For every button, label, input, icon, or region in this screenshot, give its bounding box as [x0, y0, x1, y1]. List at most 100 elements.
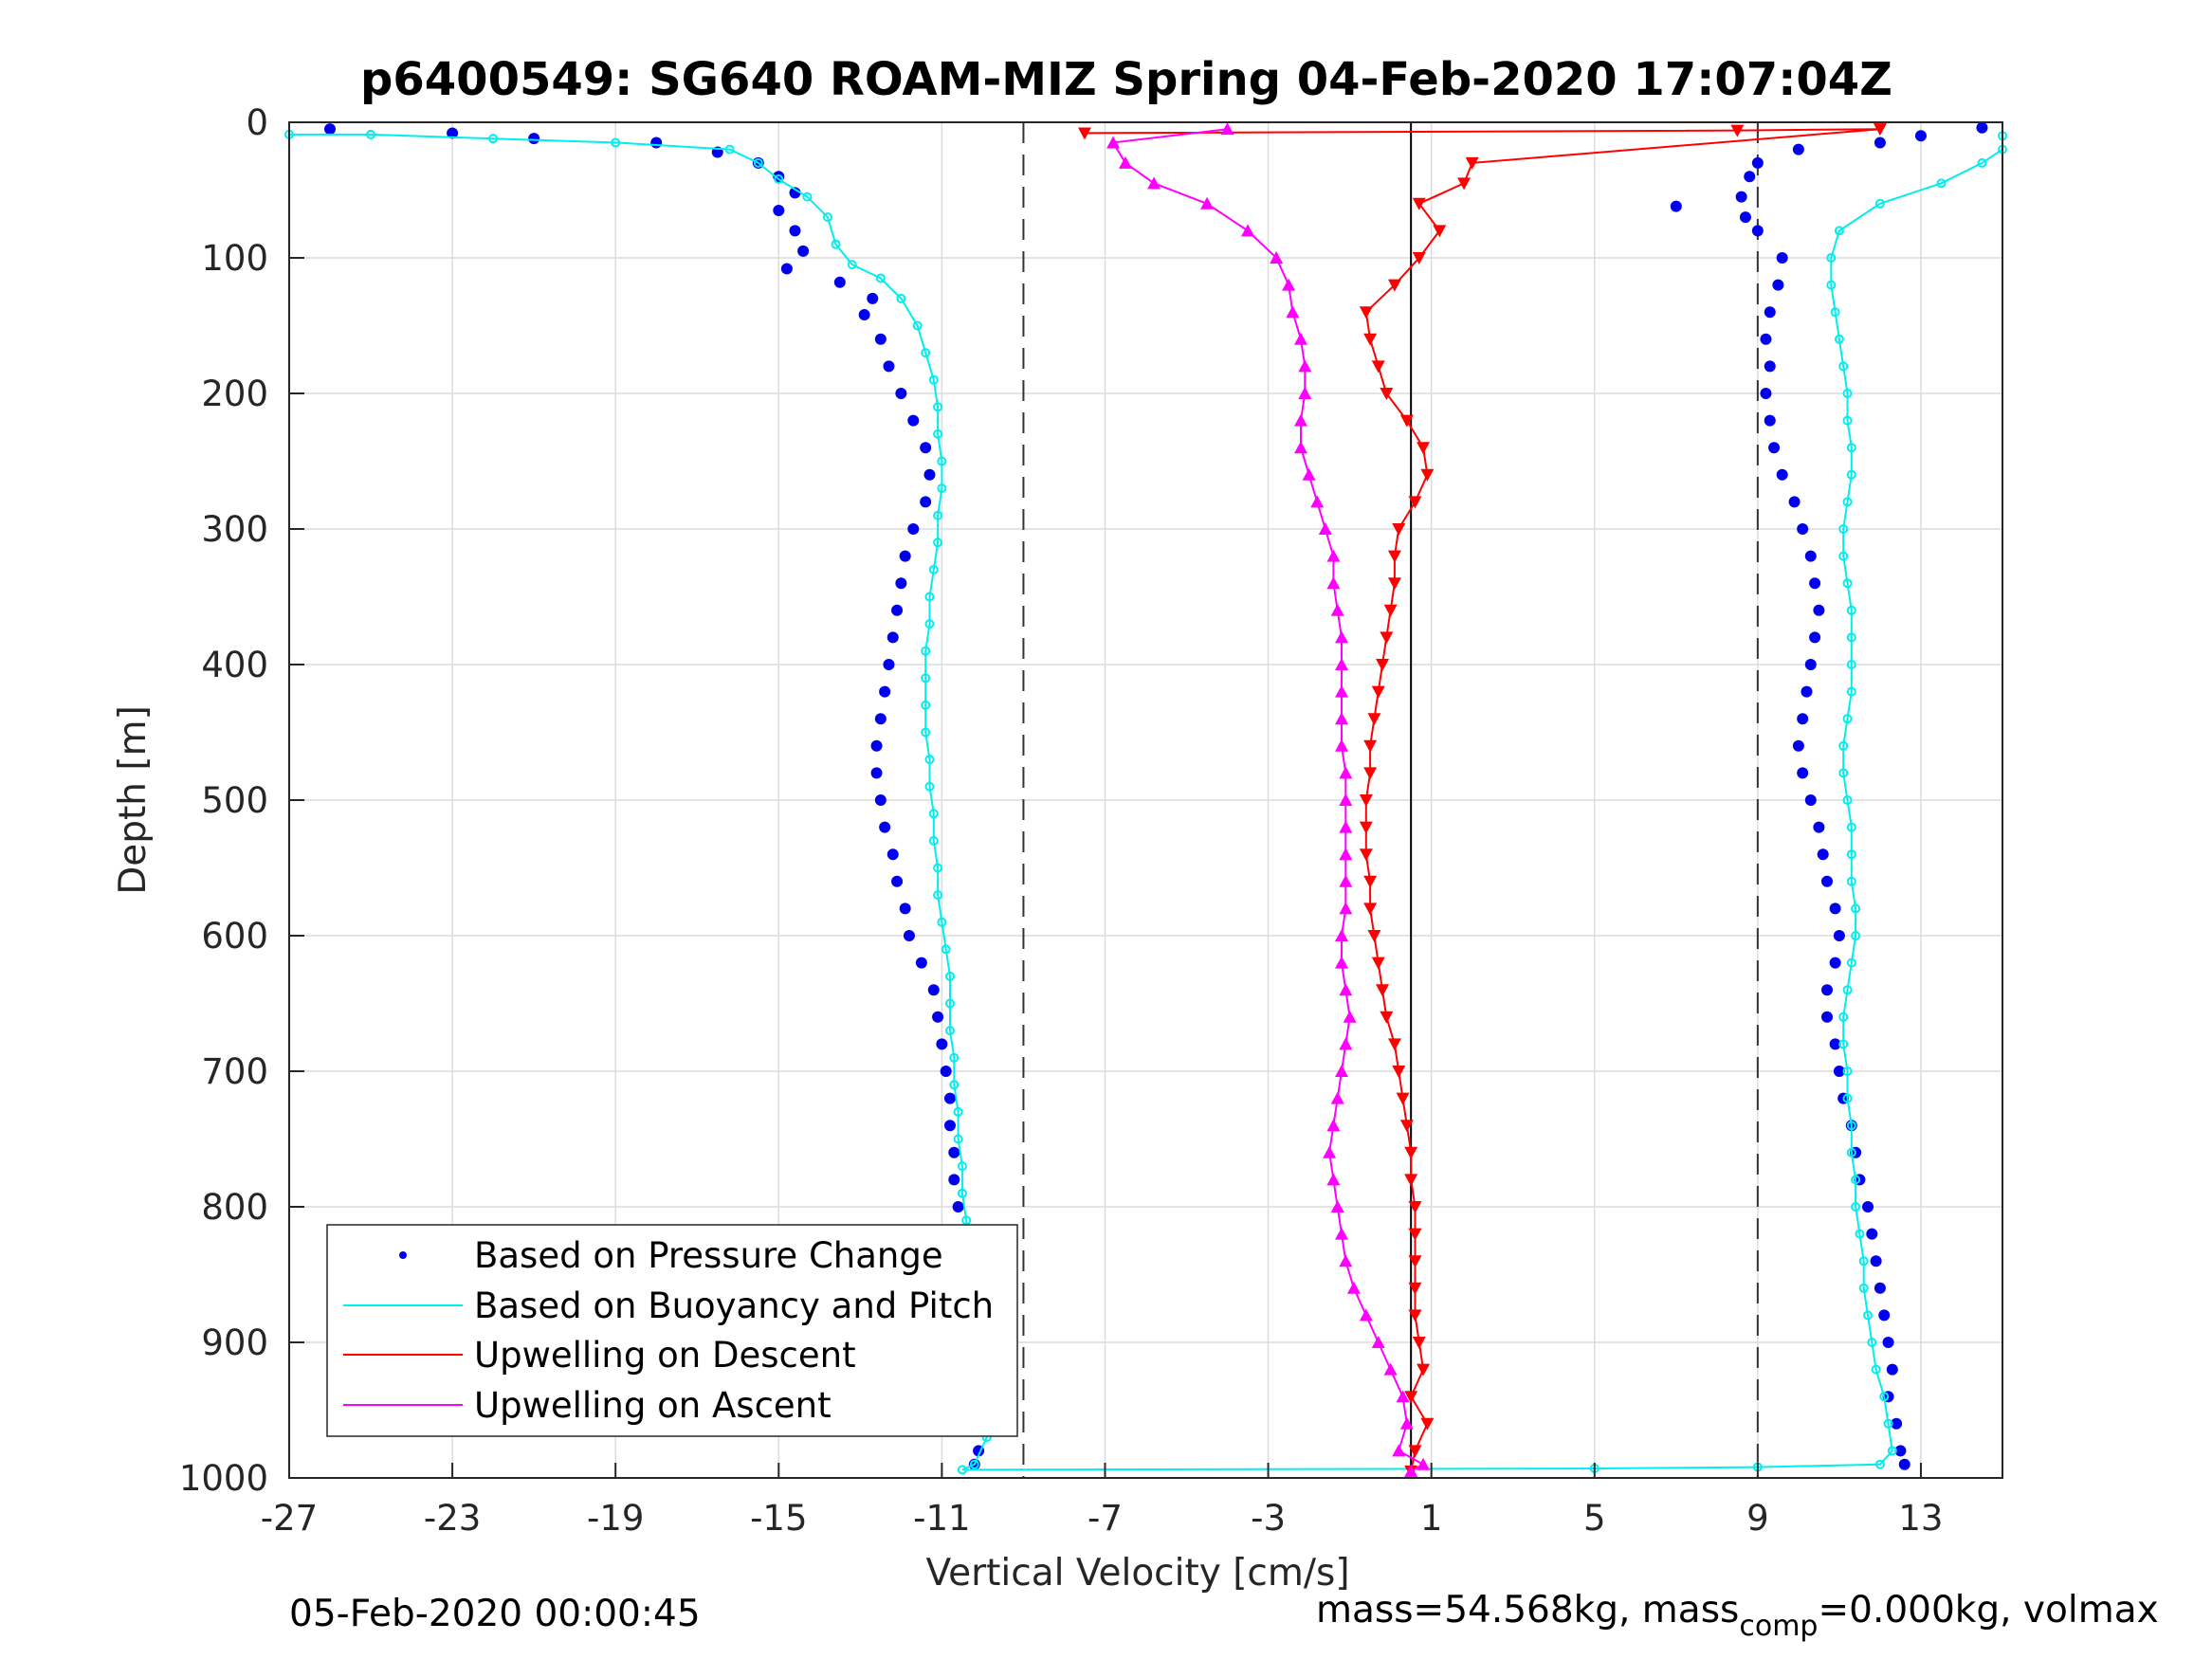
data-point — [928, 835, 939, 846]
data-point — [780, 263, 793, 275]
x-tick-label: -11 — [913, 1498, 970, 1539]
data-point — [1792, 739, 1804, 752]
data-point — [936, 1038, 948, 1050]
data-marker — [1335, 684, 1349, 698]
data-point — [948, 1174, 960, 1186]
data-point — [1838, 1012, 1849, 1022]
data-point — [1846, 443, 1856, 453]
data-point — [937, 917, 947, 927]
data-point — [1866, 1228, 1878, 1240]
data-marker — [1282, 278, 1296, 291]
data-marker — [1343, 1010, 1357, 1023]
data-point — [1776, 468, 1788, 481]
data-marker — [1399, 1416, 1414, 1430]
data-point — [887, 848, 899, 861]
data-point — [948, 1146, 960, 1158]
data-marker — [1298, 387, 1312, 399]
data-marker — [1417, 1363, 1431, 1376]
data-point — [1874, 1459, 1885, 1469]
data-point — [1846, 1147, 1856, 1158]
data-point — [802, 191, 813, 202]
data-marker — [1330, 603, 1344, 616]
data-point — [1882, 1337, 1894, 1348]
data-point — [1797, 523, 1809, 535]
data-point — [1887, 1446, 1897, 1456]
data-point — [928, 809, 939, 819]
data-point — [1804, 550, 1817, 562]
data-point — [1842, 415, 1853, 426]
data-point — [1870, 1255, 1882, 1267]
y-axis-label: Depth [m] — [112, 705, 155, 895]
legend-entry-buoyancy: Based on Buoyancy and Pitch — [474, 1285, 994, 1326]
data-point — [1838, 1039, 1849, 1049]
data-point — [1867, 1338, 1877, 1347]
data-marker — [1339, 874, 1353, 887]
data-marker — [1200, 196, 1215, 210]
data-point — [949, 1080, 960, 1090]
data-point — [1838, 768, 1849, 778]
data-point — [891, 604, 904, 616]
data-marker — [1873, 123, 1887, 137]
data-marker — [1339, 983, 1353, 996]
data-marker — [1371, 360, 1385, 374]
data-point — [1809, 577, 1821, 590]
data-marker — [1408, 1201, 1422, 1213]
data-marker — [1399, 1120, 1414, 1133]
data-marker — [1396, 1390, 1410, 1403]
x-tick-label: 1 — [1420, 1498, 1443, 1539]
data-point — [944, 998, 955, 1009]
data-point — [1886, 1363, 1898, 1376]
x-tick-label: -7 — [1088, 1498, 1123, 1539]
data-point — [1863, 1310, 1874, 1321]
data-point — [1804, 659, 1817, 670]
data-marker — [1339, 1254, 1353, 1267]
data-marker — [1302, 467, 1316, 481]
data-point — [944, 971, 955, 981]
data-marker — [1118, 155, 1132, 169]
y-tick-label: 500 — [201, 780, 268, 821]
data-point — [907, 523, 920, 535]
data-marker — [1465, 156, 1479, 170]
data-point — [1851, 1175, 1861, 1185]
data-point — [1820, 875, 1833, 887]
data-point — [1851, 1202, 1861, 1212]
data-point — [789, 187, 801, 199]
data-marker — [1318, 522, 1332, 535]
data-point — [899, 902, 911, 915]
data-marker — [1363, 333, 1378, 346]
data-point — [1855, 1229, 1865, 1239]
data-marker — [1387, 550, 1401, 563]
data-marker — [1408, 1228, 1422, 1241]
data-point — [903, 930, 915, 941]
x-tick-label: -27 — [261, 1498, 318, 1539]
data-point — [1833, 930, 1845, 941]
data-point — [1851, 903, 1861, 914]
data-point — [921, 348, 931, 358]
data-point — [1826, 253, 1837, 263]
data-point — [879, 685, 891, 698]
data-marker — [1339, 820, 1353, 833]
data-marker — [1367, 930, 1381, 942]
data-point — [1834, 334, 1844, 344]
x-tick-label: 13 — [1898, 1498, 1943, 1539]
data-point — [874, 794, 887, 806]
data-point — [1792, 143, 1804, 155]
data-point — [1874, 137, 1886, 149]
data-marker — [1408, 1445, 1422, 1458]
data-marker — [1241, 224, 1255, 237]
data-point — [833, 276, 846, 288]
data-point — [1846, 605, 1856, 615]
data-marker — [1380, 1011, 1394, 1024]
data-marker — [1408, 496, 1422, 509]
data-point — [1804, 794, 1817, 806]
data-point — [1858, 1283, 1869, 1293]
data-point — [883, 360, 895, 373]
data-marker — [1420, 1417, 1435, 1431]
data-marker — [1339, 848, 1353, 861]
data-point — [1817, 848, 1829, 861]
data-point — [1820, 984, 1833, 996]
data-marker — [1335, 956, 1349, 969]
data-marker — [1404, 1464, 1418, 1477]
data-point — [957, 1465, 967, 1475]
